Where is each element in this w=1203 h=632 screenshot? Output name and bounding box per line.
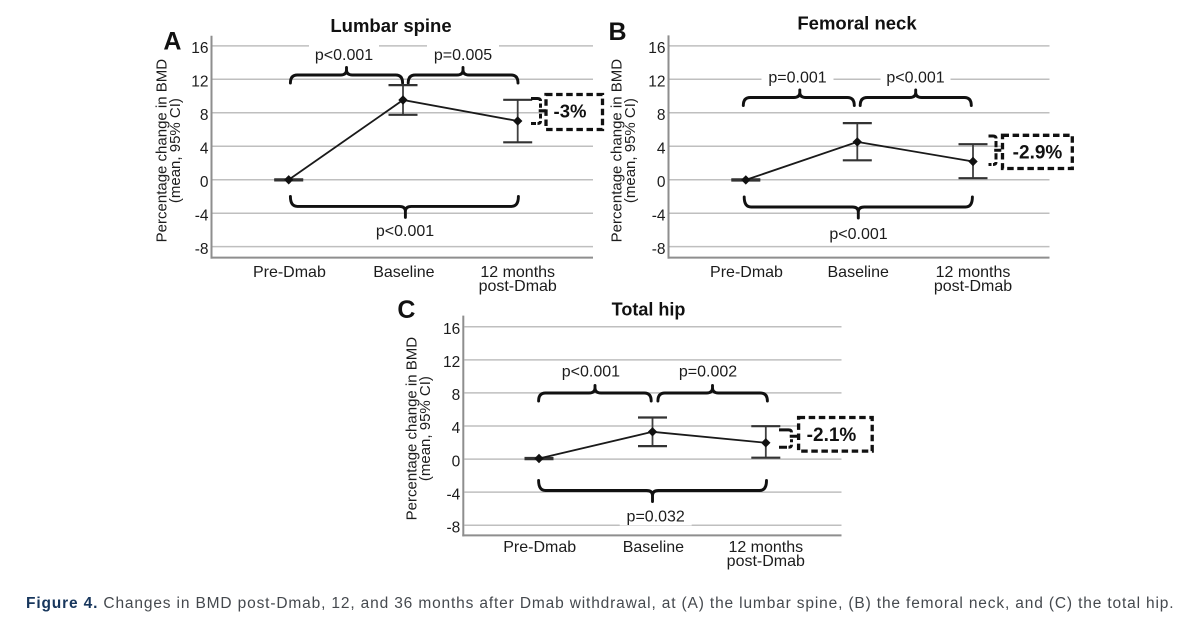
svg-text:(mean, 95% CI): (mean, 95% CI) xyxy=(167,98,184,203)
svg-text:Femoral neck: Femoral neck xyxy=(797,13,917,34)
svg-text:12: 12 xyxy=(648,74,665,91)
svg-text:8: 8 xyxy=(200,107,209,124)
svg-text:Figure 4. Changes in BMD post-: Figure 4. Changes in BMD post-Dmab, 12, … xyxy=(26,595,1174,612)
svg-text:-4: -4 xyxy=(652,207,666,224)
svg-text:Baseline: Baseline xyxy=(623,539,684,556)
svg-text:4: 4 xyxy=(200,140,209,157)
svg-text:0: 0 xyxy=(200,174,209,191)
svg-text:-8: -8 xyxy=(447,519,461,536)
svg-text:-4: -4 xyxy=(447,486,461,503)
svg-text:8: 8 xyxy=(452,387,461,404)
svg-text:-8: -8 xyxy=(652,241,666,258)
svg-text:p<0.001: p<0.001 xyxy=(886,70,944,87)
svg-text:p=0.001: p=0.001 xyxy=(768,70,826,87)
svg-text:post-Dmab: post-Dmab xyxy=(727,553,805,570)
svg-text:-4: -4 xyxy=(195,207,209,224)
svg-text:Total hip: Total hip xyxy=(612,300,686,320)
svg-text:16: 16 xyxy=(191,40,208,57)
svg-text:Lumbar spine: Lumbar spine xyxy=(330,15,451,36)
svg-text:0: 0 xyxy=(657,174,666,191)
svg-text:(mean, 95% CI): (mean, 95% CI) xyxy=(417,376,434,481)
svg-text:16: 16 xyxy=(648,40,665,57)
svg-text:-8: -8 xyxy=(195,241,209,258)
svg-text:B: B xyxy=(608,18,626,46)
svg-text:-2.9%: -2.9% xyxy=(1013,143,1063,164)
svg-text:12 months: 12 months xyxy=(728,539,803,556)
svg-text:Pre-Dmab: Pre-Dmab xyxy=(253,264,326,281)
svg-text:12: 12 xyxy=(191,74,208,91)
svg-text:p<0.001: p<0.001 xyxy=(562,364,620,381)
svg-text:p<0.001: p<0.001 xyxy=(376,223,434,240)
svg-text:12 months: 12 months xyxy=(480,264,555,281)
svg-text:Percentage change in BMD: Percentage change in BMD xyxy=(609,59,626,243)
svg-text:-2.1%: -2.1% xyxy=(807,425,857,446)
svg-text:12 months: 12 months xyxy=(936,264,1011,281)
svg-text:8: 8 xyxy=(657,107,666,124)
svg-text:C: C xyxy=(397,296,415,324)
svg-text:16: 16 xyxy=(443,321,460,338)
svg-text:0: 0 xyxy=(452,453,461,470)
svg-text:Baseline: Baseline xyxy=(828,264,889,281)
svg-text:p=0.002: p=0.002 xyxy=(679,364,737,381)
svg-text:Pre-Dmab: Pre-Dmab xyxy=(503,539,576,556)
svg-text:post-Dmab: post-Dmab xyxy=(934,278,1012,295)
svg-text:p<0.001: p<0.001 xyxy=(829,226,887,243)
svg-text:Baseline: Baseline xyxy=(373,264,434,281)
svg-text:-3%: -3% xyxy=(554,100,587,121)
svg-text:post-Dmab: post-Dmab xyxy=(479,278,557,295)
svg-text:p=0.032: p=0.032 xyxy=(627,509,685,526)
svg-text:4: 4 xyxy=(452,420,461,437)
svg-text:4: 4 xyxy=(657,140,666,157)
svg-text:Percentage change in BMD: Percentage change in BMD xyxy=(404,337,421,521)
svg-text:p<0.001: p<0.001 xyxy=(315,47,373,64)
svg-text:A: A xyxy=(163,28,181,56)
svg-text:Pre-Dmab: Pre-Dmab xyxy=(710,264,783,281)
svg-text:p=0.005: p=0.005 xyxy=(434,47,492,64)
svg-text:Percentage change in BMD: Percentage change in BMD xyxy=(154,59,171,243)
svg-text:(mean, 95% CI): (mean, 95% CI) xyxy=(622,98,639,203)
svg-text:12: 12 xyxy=(443,354,460,371)
